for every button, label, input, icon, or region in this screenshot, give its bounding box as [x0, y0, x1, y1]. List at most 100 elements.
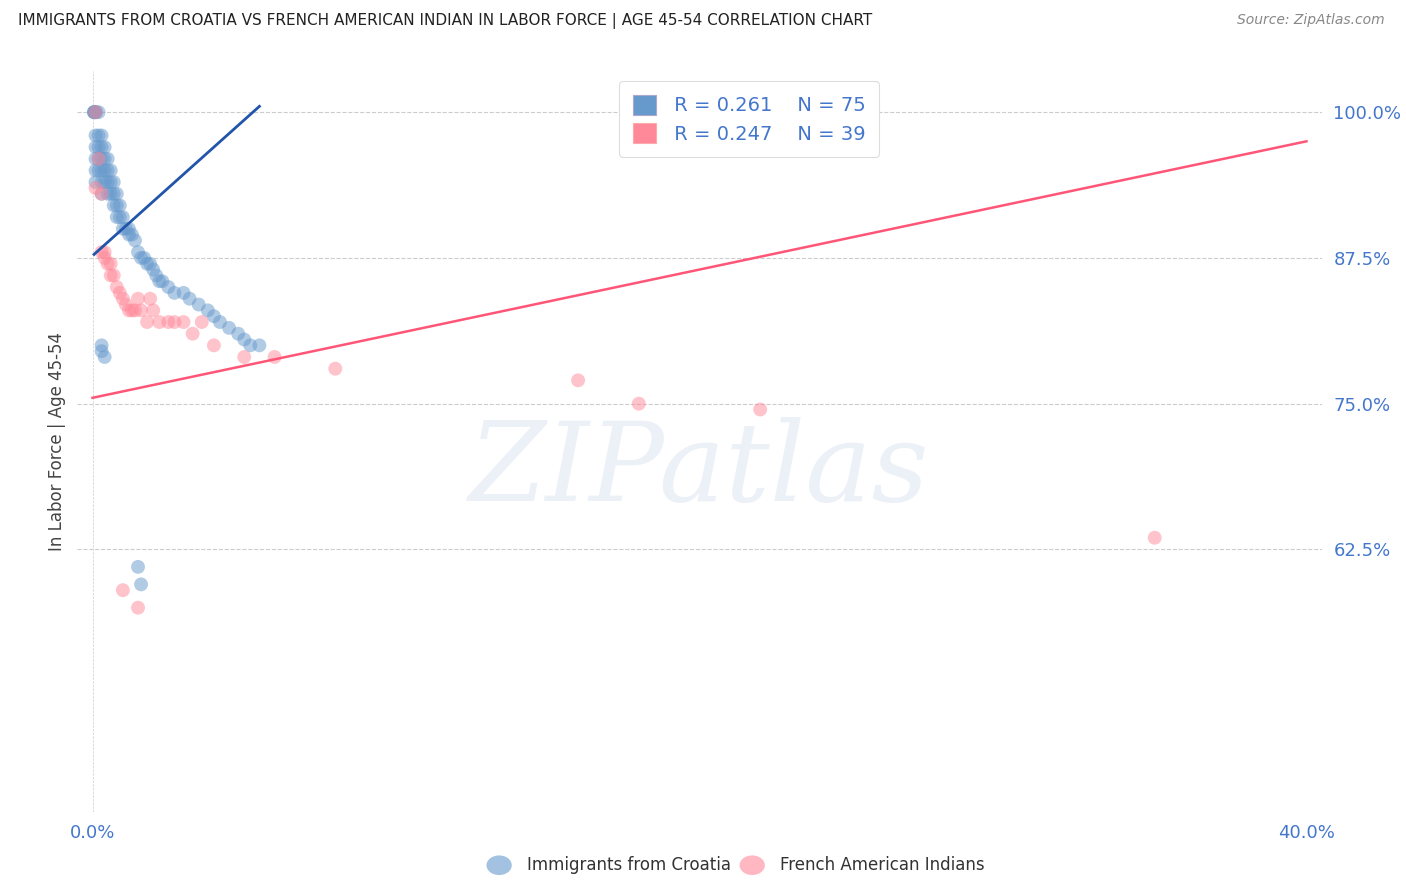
Point — [108, 285, 131, 300]
Point — [93, 152, 115, 166]
Point — [136, 257, 159, 271]
Point — [84, 128, 107, 143]
Point — [93, 251, 115, 265]
Point — [103, 175, 125, 189]
Point — [90, 186, 112, 201]
Point — [105, 198, 128, 212]
Point — [90, 140, 112, 154]
Y-axis label: In Labor Force | Age 45-54: In Labor Force | Age 45-54 — [48, 332, 66, 551]
Point — [84, 105, 107, 120]
Point — [127, 600, 149, 615]
Point — [121, 227, 143, 242]
Point — [118, 221, 141, 235]
Point — [187, 297, 209, 311]
Point — [84, 105, 107, 120]
Point — [90, 338, 112, 352]
Point — [100, 186, 122, 201]
Point — [263, 350, 285, 364]
Point — [84, 152, 107, 166]
Point — [191, 315, 214, 329]
Point — [233, 333, 256, 347]
Point — [148, 274, 170, 288]
Point — [115, 297, 138, 311]
Point — [118, 303, 141, 318]
Point — [323, 361, 346, 376]
Point — [127, 245, 149, 260]
Point — [105, 186, 128, 201]
Point — [118, 227, 141, 242]
Point — [157, 315, 180, 329]
Point — [121, 303, 143, 318]
Point — [181, 326, 204, 341]
Point — [108, 210, 131, 224]
Point — [157, 280, 180, 294]
Point — [97, 186, 120, 201]
Point — [90, 245, 112, 260]
Point — [139, 292, 162, 306]
Point — [103, 186, 125, 201]
Point — [84, 105, 107, 120]
Point — [90, 163, 112, 178]
Point — [111, 210, 134, 224]
Point — [129, 303, 152, 318]
Point — [142, 303, 165, 318]
Point — [97, 175, 120, 189]
Point — [100, 163, 122, 178]
Point — [197, 303, 219, 318]
Point — [111, 221, 134, 235]
Point — [132, 251, 155, 265]
Point — [105, 280, 128, 294]
Point — [100, 257, 122, 271]
Point — [627, 397, 650, 411]
Point — [87, 140, 110, 154]
Point — [93, 163, 115, 178]
Point — [249, 338, 271, 352]
Point — [90, 152, 112, 166]
Point — [567, 373, 589, 387]
Point — [103, 198, 125, 212]
Point — [124, 303, 146, 318]
Point — [115, 221, 138, 235]
Point — [93, 245, 115, 260]
Point — [111, 583, 134, 598]
Point — [90, 186, 112, 201]
Point — [218, 321, 240, 335]
Point — [90, 128, 112, 143]
Point — [148, 315, 170, 329]
Point — [108, 198, 131, 212]
Point — [163, 315, 186, 329]
Text: Source: ZipAtlas.com: Source: ZipAtlas.com — [1237, 13, 1385, 28]
Text: ZIPatlas: ZIPatlas — [470, 417, 929, 524]
Point — [84, 163, 107, 178]
Point — [150, 274, 173, 288]
Point — [111, 292, 134, 306]
Point — [97, 163, 120, 178]
Point — [142, 262, 165, 277]
Text: French American Indians: French American Indians — [780, 856, 986, 874]
Point — [103, 268, 125, 283]
Point — [239, 338, 262, 352]
Point — [84, 140, 107, 154]
Point — [163, 285, 186, 300]
Point — [1143, 531, 1166, 545]
Point — [129, 251, 152, 265]
Point — [83, 105, 105, 120]
Point — [226, 326, 249, 341]
Point — [93, 350, 115, 364]
Point — [84, 181, 107, 195]
Point — [100, 175, 122, 189]
Point — [97, 152, 120, 166]
Point — [233, 350, 256, 364]
Point — [173, 285, 195, 300]
Point — [87, 152, 110, 166]
Point — [173, 315, 195, 329]
Point — [87, 105, 110, 120]
Point — [90, 175, 112, 189]
Text: Immigrants from Croatia: Immigrants from Croatia — [527, 856, 731, 874]
Point — [100, 268, 122, 283]
Point — [84, 105, 107, 120]
Point — [129, 577, 152, 591]
Point — [124, 234, 146, 248]
Point — [84, 175, 107, 189]
Point — [93, 175, 115, 189]
